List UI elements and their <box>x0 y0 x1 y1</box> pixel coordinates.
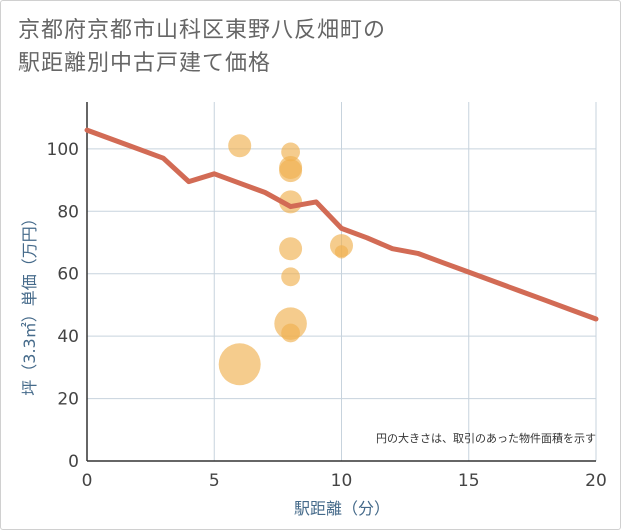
axis-layer <box>86 102 596 462</box>
y-tick-label: 80 <box>57 202 79 222</box>
y-tick-label: 0 <box>68 452 79 472</box>
grid-layer <box>87 102 597 461</box>
y-tick-label: 40 <box>57 327 79 347</box>
x-tick-label: 20 <box>585 471 607 491</box>
trend-line <box>84 127 599 322</box>
x-axis-title: 駅距離（分） <box>294 499 390 518</box>
scatter-point <box>281 142 300 162</box>
scatter-point <box>279 159 303 183</box>
x-tick-label: 5 <box>209 471 220 491</box>
scatter-point <box>281 267 300 287</box>
scatter-point <box>279 237 303 261</box>
line-layer <box>84 127 599 322</box>
scatter-point <box>281 323 300 343</box>
y-tick-label: 20 <box>57 390 79 410</box>
scatter-point <box>218 343 261 386</box>
y-tick-label: 100 <box>47 140 79 160</box>
chart-title: 京都府京都市山科区東野八反畑町の 駅距離別中古戸建て価格 <box>18 18 387 76</box>
x-tick-label: 15 <box>458 471 480 491</box>
label-layer: 0 5 10 15 20 0 20 40 60 80 100 <box>47 140 607 491</box>
size-note: 円の大きさは、取引のあった物件面積を示す <box>376 431 596 445</box>
y-axis-title: 坪（3.3㎡）単価（万円） <box>20 210 39 395</box>
x-tick-label: 10 <box>331 471 353 491</box>
scatter-point <box>334 245 349 259</box>
scatter-point <box>228 134 252 158</box>
y-tick-label: 60 <box>57 265 79 285</box>
bubble-layer <box>218 134 354 386</box>
x-tick-label: 0 <box>82 471 93 491</box>
